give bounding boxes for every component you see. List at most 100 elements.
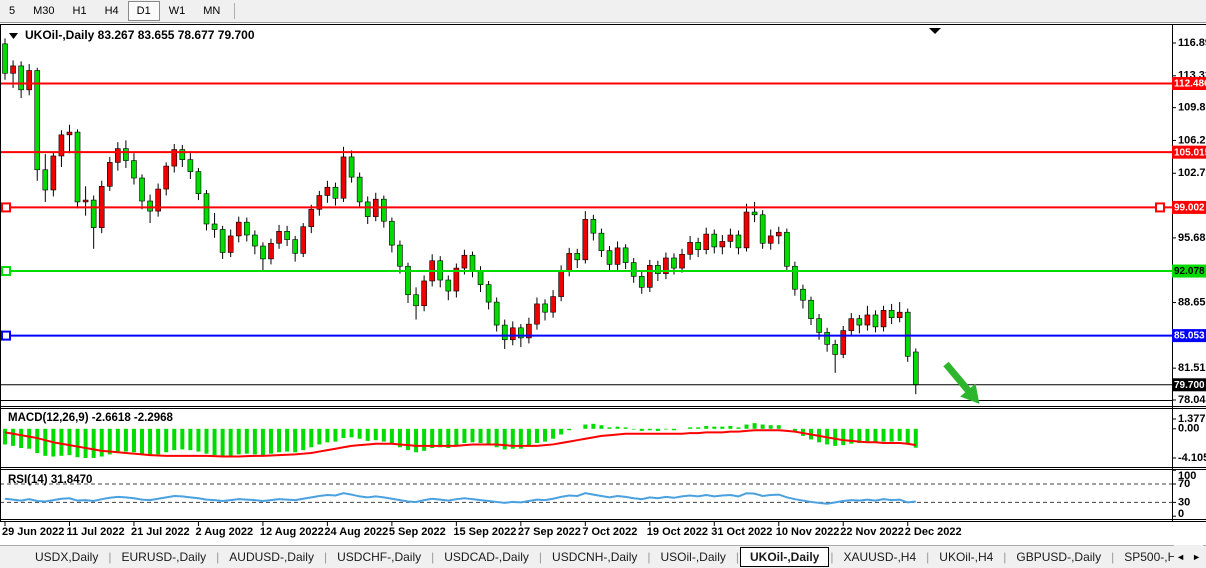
candle-down (389, 220, 395, 246)
date-label: 2 Dec 2022 (905, 526, 962, 538)
level-handle[interactable] (1, 266, 11, 277)
tab-separator: | (1111, 550, 1115, 564)
candle-up (340, 156, 347, 199)
candle-up (58, 134, 65, 157)
candle-down (735, 234, 742, 249)
price-axis-label: 88.650 (1178, 296, 1206, 308)
candle-down (195, 171, 202, 194)
price-badge (1172, 264, 1206, 278)
price-axis-label: 102.720 (1178, 167, 1206, 179)
candle-up (10, 65, 16, 74)
candle-up (227, 235, 234, 253)
candle-down (252, 234, 258, 247)
timeframe-button-D1[interactable]: D1 (127, 1, 160, 21)
price-axis-label: 81.510 (1178, 362, 1206, 374)
trend-arrow-annotation[interactable] (938, 358, 987, 411)
candle-down (493, 301, 500, 326)
date-label: 31 Oct 2022 (711, 526, 772, 538)
level-handle[interactable] (1155, 202, 1165, 213)
timeframe-button-H1[interactable]: H1 (72, 5, 87, 17)
tab-usdx-daily[interactable]: USDX,Daily (35, 550, 99, 564)
tab-usdcnh-daily[interactable]: USDCNH-,Daily (552, 550, 638, 564)
tab-scroll-right-icon[interactable]: ► (1192, 551, 1201, 562)
timeframe-buttons: 5 M30 H1 H4 D1 W1 MN (0, 1, 229, 21)
tab-usdcad-daily[interactable]: USDCAD-,Daily (444, 550, 529, 564)
timeframe-button-5[interactable]: 5 (9, 5, 16, 17)
price-badge-label: 112.486 (1174, 79, 1206, 90)
price-axis-label: 78.045 (1178, 394, 1206, 406)
tab-usdchf-daily[interactable]: USDCHF-,Daily (337, 550, 422, 564)
candle-down (671, 257, 677, 269)
price-badge (1172, 145, 1206, 159)
candle-up (324, 186, 331, 196)
tab-audusd-daily[interactable]: AUDUSD-,Daily (229, 550, 314, 564)
candle-up (896, 311, 903, 319)
tab-scroll-left-icon[interactable]: ◄ (1176, 551, 1186, 562)
tab-ukoil-daily[interactable]: UKOil-,Daily (739, 547, 830, 567)
price-badge (1172, 378, 1206, 392)
candle-up (566, 253, 573, 272)
tab-separator: | (216, 550, 220, 564)
tab-gbpusd-daily[interactable]: GBPUSD-,Daily (1016, 550, 1102, 564)
rsi-axis-label: 70 (1178, 478, 1190, 490)
date-label: 15 Sep 2022 (453, 526, 516, 538)
rsi-label: RSI(14) 31.8470 (8, 474, 92, 486)
candle-up (308, 208, 315, 228)
macd-axis-label: 0.00 (1178, 423, 1199, 435)
candle-up (268, 242, 274, 260)
candle-down (792, 265, 798, 290)
candle-down (477, 270, 484, 285)
candle-down (759, 214, 766, 244)
tab-usoil-daily[interactable]: USOil-,Daily (660, 550, 726, 564)
candle-down (574, 253, 581, 261)
candle-down (123, 148, 129, 161)
price-axis-label: 116.895 (1178, 37, 1206, 49)
price-axis-label: 109.860 (1178, 102, 1206, 114)
candle-up (558, 270, 564, 297)
candle-down (179, 149, 186, 160)
candle-up (155, 188, 161, 212)
timeframe-button-H4[interactable]: H4 (104, 5, 119, 17)
date-axis: 29 Jun 2022 11 Jul 2022 21 Jul 2022 2 Aug 2… (2, 522, 962, 538)
tab-eurusd-daily[interactable]: EURUSD-,Daily (121, 550, 207, 564)
price-badge-label: 99.002 (1174, 203, 1205, 214)
tab-sp500-h4[interactable]: SP500-,H4 (1124, 550, 1183, 564)
level-handle[interactable] (1, 330, 11, 341)
chart-title: UKOil-,Daily 83.267 83.655 78.677 79.700 (25, 28, 255, 42)
timeframe-button-W1[interactable]: W1 (168, 5, 186, 17)
price-pane[interactable] (0, 25, 1172, 400)
candle-up (663, 257, 669, 274)
price-badge-label: 105.015 (1174, 147, 1206, 158)
chart-shift-marker-icon[interactable] (929, 28, 941, 34)
candle-down (598, 232, 605, 251)
rsi-axis-label: 100 (1178, 470, 1196, 482)
tab-separator: | (108, 550, 112, 564)
candle-up (582, 219, 589, 261)
candles-group (2, 38, 919, 395)
candle-down (332, 186, 339, 199)
tab-separator: | (431, 550, 435, 564)
timeframe-toolbar: 5 M30 H1 H4 D1 W1 MN (0, 0, 1206, 23)
symbol-dropdown-icon[interactable] (9, 33, 18, 39)
date-label: 12 Aug 2022 (260, 526, 324, 538)
candle-down (872, 314, 879, 328)
candle-up (300, 226, 307, 254)
candle-down (42, 169, 49, 191)
candle-down (501, 324, 508, 341)
tab-xauusd-h4[interactable]: XAUUSD-,H4 (843, 550, 917, 564)
candle-down (808, 299, 814, 319)
timeframe-button-M30[interactable]: M30 (33, 5, 55, 17)
candle-up (727, 234, 734, 242)
date-label: 27 Sep 2022 (518, 526, 581, 538)
tab-ukoil-h4[interactable]: UKOil-,H4 (939, 550, 994, 564)
price-badge-label: 79.700 (1174, 380, 1205, 391)
price-badge (1172, 200, 1206, 214)
level-handle[interactable] (1, 202, 11, 213)
candle-up (115, 148, 121, 163)
chart-svg: 116.895113.325109.860106.290102.72095.68… (0, 23, 1206, 545)
tab-scroll-buttons: ◄ ► (1174, 545, 1203, 568)
macd-axis-label: -4.1054 (1178, 452, 1206, 464)
candle-down (284, 231, 290, 240)
candle-down (131, 160, 137, 179)
timeframe-button-MN[interactable]: MN (203, 5, 221, 17)
